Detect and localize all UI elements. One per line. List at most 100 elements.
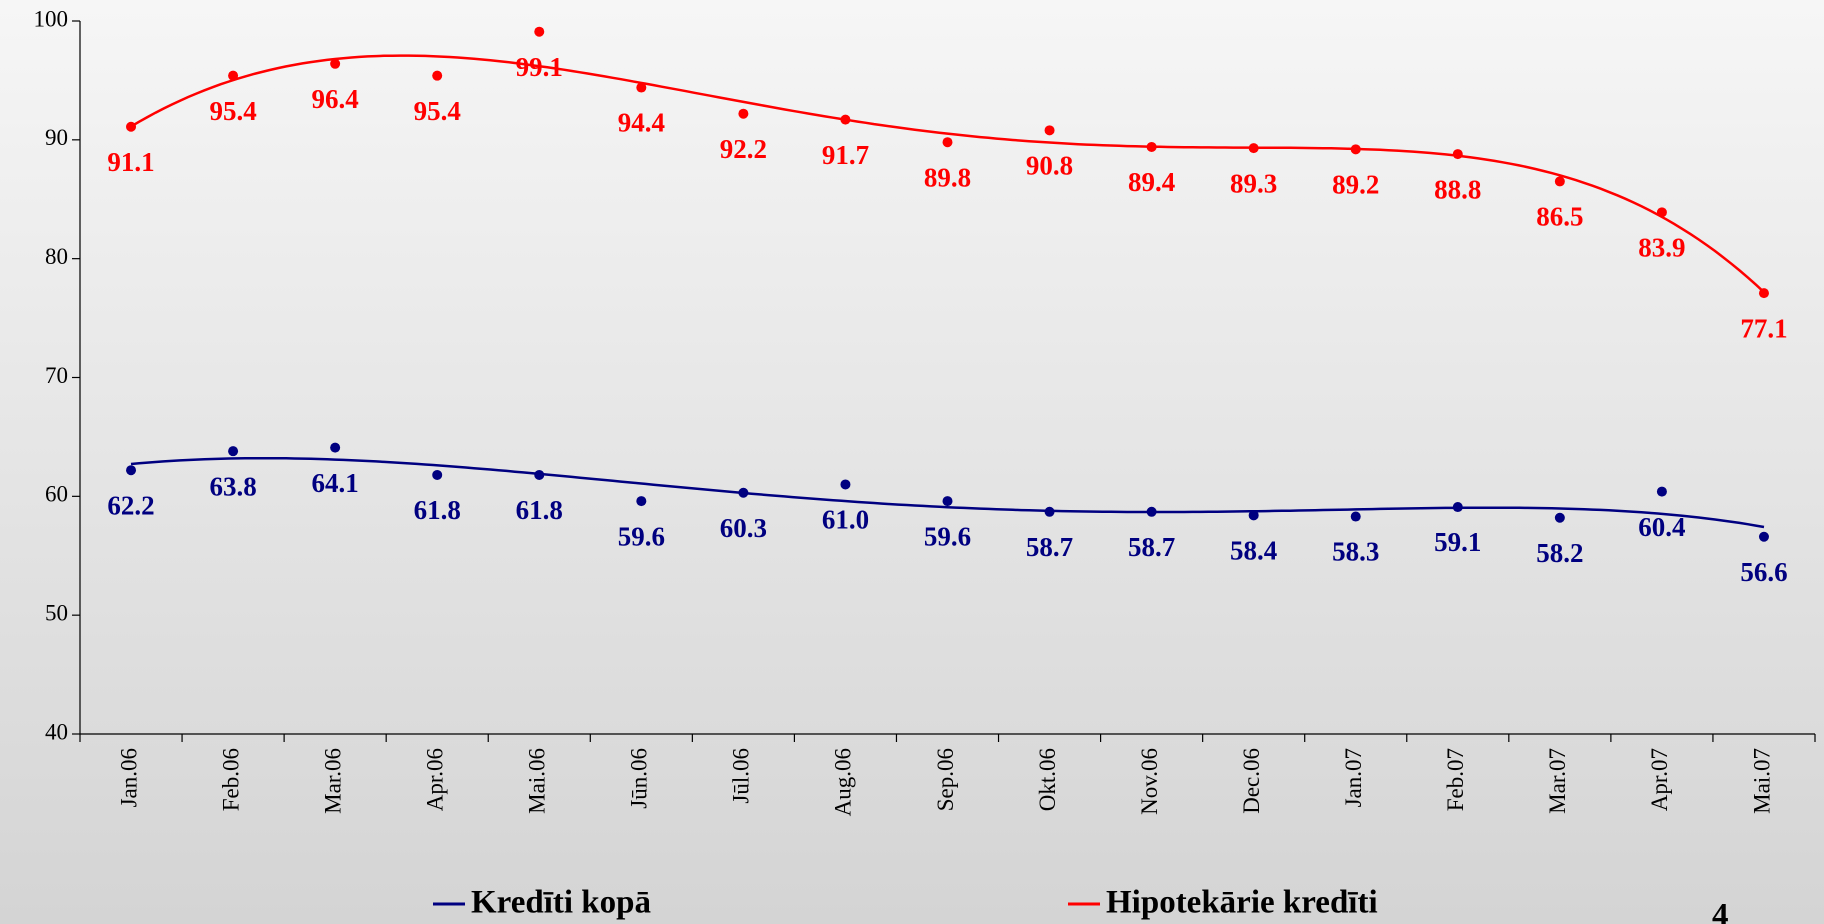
data-label: 77.1 xyxy=(1740,313,1787,343)
data-point xyxy=(126,465,137,476)
data-label: 64.1 xyxy=(312,468,359,498)
data-label: 59.1 xyxy=(1434,527,1481,557)
x-tick-label: Apr.06 xyxy=(422,748,447,811)
data-point xyxy=(1248,143,1259,154)
data-label: 89.2 xyxy=(1332,170,1379,200)
data-label: 59.6 xyxy=(618,521,665,551)
y-tick-label: 50 xyxy=(45,600,68,625)
data-point xyxy=(1554,176,1565,187)
y-tick-label: 80 xyxy=(45,244,68,269)
data-point xyxy=(1044,125,1055,136)
data-label: 94.4 xyxy=(618,108,665,138)
data-point xyxy=(228,446,239,457)
legend-label: Hipotekārie kredīti xyxy=(1106,885,1378,921)
data-label: 58.7 xyxy=(1026,532,1073,562)
data-label: 86.5 xyxy=(1536,202,1583,232)
data-label: 89.8 xyxy=(924,162,971,192)
x-tick-label: Dec.06 xyxy=(1239,748,1264,814)
y-tick-label: 40 xyxy=(45,719,68,744)
data-label: 60.4 xyxy=(1638,512,1685,542)
data-point xyxy=(1146,141,1157,152)
data-point xyxy=(840,114,851,125)
y-tick-label: 90 xyxy=(45,125,68,150)
trendline xyxy=(130,456,1765,529)
data-label: 95.4 xyxy=(414,96,461,126)
x-tick-label: Sep.06 xyxy=(933,748,958,811)
x-tick-label: Okt.06 xyxy=(1035,748,1060,811)
x-tick-label: Apr.07 xyxy=(1647,748,1672,811)
data-label: 58.3 xyxy=(1332,537,1379,567)
data-label: 58.4 xyxy=(1230,536,1277,566)
data-point xyxy=(126,121,137,132)
data-label: 96.4 xyxy=(312,84,359,114)
data-point xyxy=(738,108,749,119)
data-label: 60.3 xyxy=(720,513,767,543)
data-label: 58.2 xyxy=(1536,538,1583,568)
x-tick-label: Mai.06 xyxy=(525,748,550,814)
data-point xyxy=(1758,531,1769,542)
data-point xyxy=(636,82,647,93)
y-tick-label: 60 xyxy=(45,482,68,507)
data-point xyxy=(432,469,443,480)
x-tick-label: Mar.06 xyxy=(320,748,345,814)
data-point xyxy=(228,70,239,81)
y-tick-label: 100 xyxy=(34,6,69,31)
data-point xyxy=(1656,207,1667,218)
data-point xyxy=(1554,512,1565,523)
x-tick-label: Jan.06 xyxy=(116,748,141,807)
data-label: 58.7 xyxy=(1128,532,1175,562)
data-point xyxy=(1248,510,1259,521)
data-point xyxy=(840,479,851,490)
data-point xyxy=(1350,511,1361,522)
x-tick-label: Feb.06 xyxy=(218,748,243,811)
data-label: 99.1 xyxy=(516,52,563,82)
x-tick-label: Jan.07 xyxy=(1341,748,1366,807)
data-label: 61.8 xyxy=(516,495,563,525)
x-tick-label: Mai.07 xyxy=(1749,748,1774,814)
x-tick-label: Jūl.06 xyxy=(729,748,754,804)
page-number: 4 xyxy=(1712,898,1729,924)
data-label: 95.4 xyxy=(209,96,256,126)
x-tick-label: Aug.06 xyxy=(831,748,856,816)
data-label: 89.4 xyxy=(1128,167,1175,197)
data-point xyxy=(1044,506,1055,517)
x-tick-label: Jūn.06 xyxy=(627,748,652,809)
x-tick-label: Nov.06 xyxy=(1137,748,1162,815)
data-label: 91.7 xyxy=(822,140,869,170)
data-label: 61.0 xyxy=(822,505,869,535)
data-label: 88.8 xyxy=(1434,174,1481,204)
data-label: 56.6 xyxy=(1740,557,1787,587)
data-point xyxy=(1452,502,1463,513)
data-point xyxy=(330,58,341,69)
data-point xyxy=(1452,149,1463,160)
data-point xyxy=(1146,506,1157,517)
y-tick-label: 70 xyxy=(45,363,68,388)
data-point xyxy=(330,442,341,453)
data-label: 89.3 xyxy=(1230,168,1277,198)
data-point xyxy=(1350,144,1361,155)
x-tick-label: Feb.07 xyxy=(1443,748,1468,811)
series: 91.1 95.4 96.4 95.4 99.1 94.4 92.2 91.7 89.8 90.8… xyxy=(107,26,1788,343)
data-point xyxy=(534,469,545,480)
data-point xyxy=(432,70,443,81)
data-point xyxy=(1758,288,1769,299)
series: 62.2 63.8 64.1 61.8 61.8 59.6 60.3 61.0 59.6 58.7… xyxy=(107,442,1788,587)
data-label: 90.8 xyxy=(1026,151,1073,181)
legend-label: Kredīti kopā xyxy=(471,885,651,921)
data-point xyxy=(738,487,749,498)
data-point xyxy=(942,137,953,148)
data-point xyxy=(534,26,545,37)
data-point xyxy=(1656,486,1667,497)
data-point xyxy=(636,496,647,507)
data-label: 92.2 xyxy=(720,134,767,164)
data-label: 59.6 xyxy=(924,521,971,551)
data-label: 61.8 xyxy=(414,495,461,525)
trendline xyxy=(130,54,1765,294)
data-label: 83.9 xyxy=(1638,233,1685,263)
data-label: 63.8 xyxy=(209,471,256,501)
data-label: 91.1 xyxy=(107,147,154,177)
x-tick-label: Mar.07 xyxy=(1545,748,1570,814)
data-point xyxy=(942,496,953,507)
